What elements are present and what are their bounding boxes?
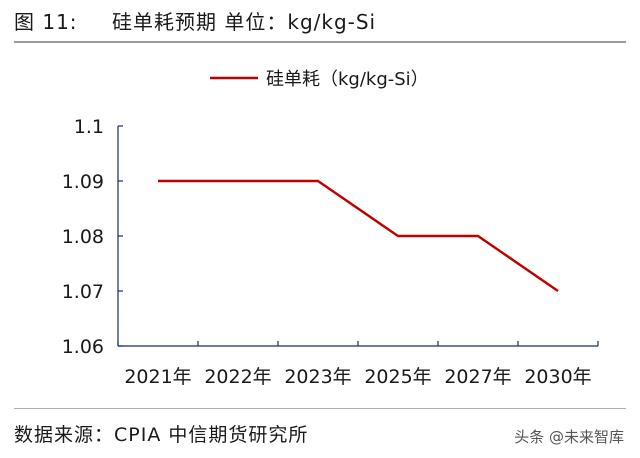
x-tick-label: 2023年: [284, 366, 351, 388]
figure-title: 硅单耗预期 单位：kg/kg-Si: [112, 10, 377, 34]
line-chart: 硅单耗（kg/kg-Si） 1.06 1.07 1.08 1.09 1.1 2021年 20…: [62, 69, 599, 388]
x-tick-label: 2027年: [444, 366, 511, 388]
figure-label: 图 11:: [14, 10, 78, 34]
x-tick-label: 2030年: [524, 366, 591, 388]
watermark: 头条 @未来智库: [514, 428, 624, 446]
y-tick-label: 1.06: [62, 336, 104, 358]
legend: 硅单耗（kg/kg-Si）: [210, 69, 429, 90]
series-marks: [158, 179, 559, 292]
source-note: 数据来源：CPIA 中信期货研究所: [14, 424, 309, 446]
y-tick-label: 1.1: [74, 116, 104, 138]
x-tick-label: 2025年: [364, 366, 431, 388]
y-tick-label: 1.09: [62, 171, 104, 193]
y-tick-label: 1.07: [62, 281, 104, 303]
x-tick-label: 2022年: [204, 366, 271, 388]
figure-header: 图 11: 硅单耗预期 单位：kg/kg-Si: [0, 0, 640, 44]
legend-label: 硅单耗（kg/kg-Si）: [266, 69, 429, 90]
header-divider: [14, 41, 626, 43]
axes: 1.06 1.07 1.08 1.09 1.1 2021年 2022年 2023年 2025年 2…: [62, 116, 599, 388]
footer-divider: [14, 408, 626, 409]
x-tick-label: 2021年: [124, 366, 191, 388]
series-line: [158, 179, 559, 292]
y-tick-label: 1.08: [62, 226, 104, 248]
